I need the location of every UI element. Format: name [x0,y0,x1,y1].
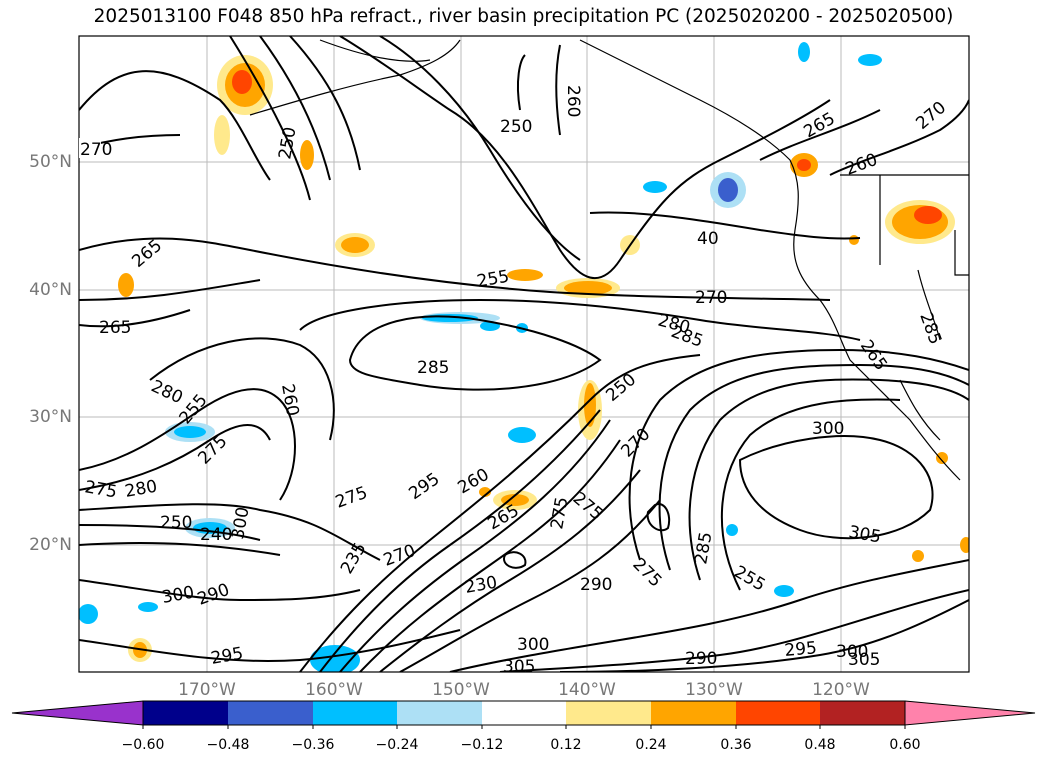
contour-label: 305 [848,650,880,670]
contour-label: 295 [209,644,244,669]
lat-label: 50°N [29,152,72,172]
contour-label: 290 [195,580,232,610]
contour-label: 305 [847,522,882,547]
lon-label: 120°W [812,680,870,700]
contour-label: 300 [517,635,549,655]
colorbar-tick-label: −0.60 [121,737,165,753]
colorbar-over-arrow [904,700,1036,726]
colorbar-segment [397,701,482,725]
colorbar-under-arrow [11,700,144,726]
contour-label: 255 [731,562,769,596]
contour-label: 300 [812,419,844,439]
contour-label: 305 [503,657,535,677]
contour-label: 275 [547,495,572,530]
colorbar-tick-label: 0.36 [720,737,752,753]
colorbar-tick-label: 0.12 [550,737,582,753]
contour-label: 290 [580,575,612,595]
contour-label: 300 [228,505,253,540]
contour-label: 270 [695,288,727,308]
colorbar-segment [566,701,651,725]
contour-label: 270 [912,98,950,134]
contour-label: 285 [668,322,705,352]
contour-label: 285 [915,310,945,347]
lon-label: 160°W [305,680,363,700]
contour-label: 275 [83,477,118,502]
contour-label: 265 [128,236,166,272]
contour-label: 265 [99,318,131,338]
contour-label: 295 [784,638,818,661]
plot-frame [78,35,970,673]
contour-label: 265 [856,336,891,374]
lon-label: 170°W [178,680,236,700]
colorbar-segment [736,701,820,725]
contour-label: 275 [569,489,607,525]
contour-label: 40 [697,229,719,249]
contour-label: 250 [602,370,640,406]
coastlines [249,39,969,481]
contour-label: 250 [160,513,192,533]
lon-label: 140°W [558,680,616,700]
colorbar-segment [143,701,228,725]
colorbar-tick-label: −0.48 [206,737,250,753]
contour-label: 290 [685,649,717,669]
lat-label: 40°N [29,280,72,300]
contour-labels: 270 250 250 260 265 270 260 265 40 255 2… [79,85,950,677]
contour-label: 285 [417,358,449,378]
refractivity-contours [79,36,969,672]
contour-label: 260 [563,85,583,117]
colorbar-tick-label: 0.48 [804,737,836,753]
contour-label: 250 [275,125,300,160]
colorbar-segment [313,701,397,725]
colorbar-tick-label: 0.60 [889,737,921,753]
contour-label: 250 [500,117,532,137]
colorbar [11,700,1036,729]
lat-label: 30°N [29,407,72,427]
contour-label: 275 [628,554,665,591]
contour-label: 230 [463,573,498,598]
colorbar-segment [482,701,566,725]
contour-label: 280 [148,376,186,408]
contour-label: 285 [691,530,716,565]
contour-label: 275 [333,483,370,513]
colorbar-tick-label: 0.24 [635,737,667,753]
contour-label: 295 [405,469,443,504]
contour-label: 270 [617,424,654,461]
colorbar-tick-label: −0.12 [460,737,504,753]
contour-label: 260 [277,382,302,417]
contour-label: 300 [160,583,195,608]
colorbar-segment [228,701,313,725]
lon-label: 130°W [685,680,743,700]
precip-patches [79,42,969,672]
contour-label: 280 [123,477,158,502]
contour-label: 240 [200,525,232,545]
colorbar-segment [651,701,736,725]
lon-label: 150°W [432,680,490,700]
map-title: 2025013100 F048 850 hPa refract., river … [93,6,954,27]
colorbar-tick-label: −0.24 [375,737,419,753]
colorbar-segment [820,701,905,725]
contour-label: 270 [80,140,112,160]
colorbar-tick-label: −0.36 [291,737,335,753]
contour-label: 300 [836,642,868,662]
lat-label: 20°N [29,535,72,555]
